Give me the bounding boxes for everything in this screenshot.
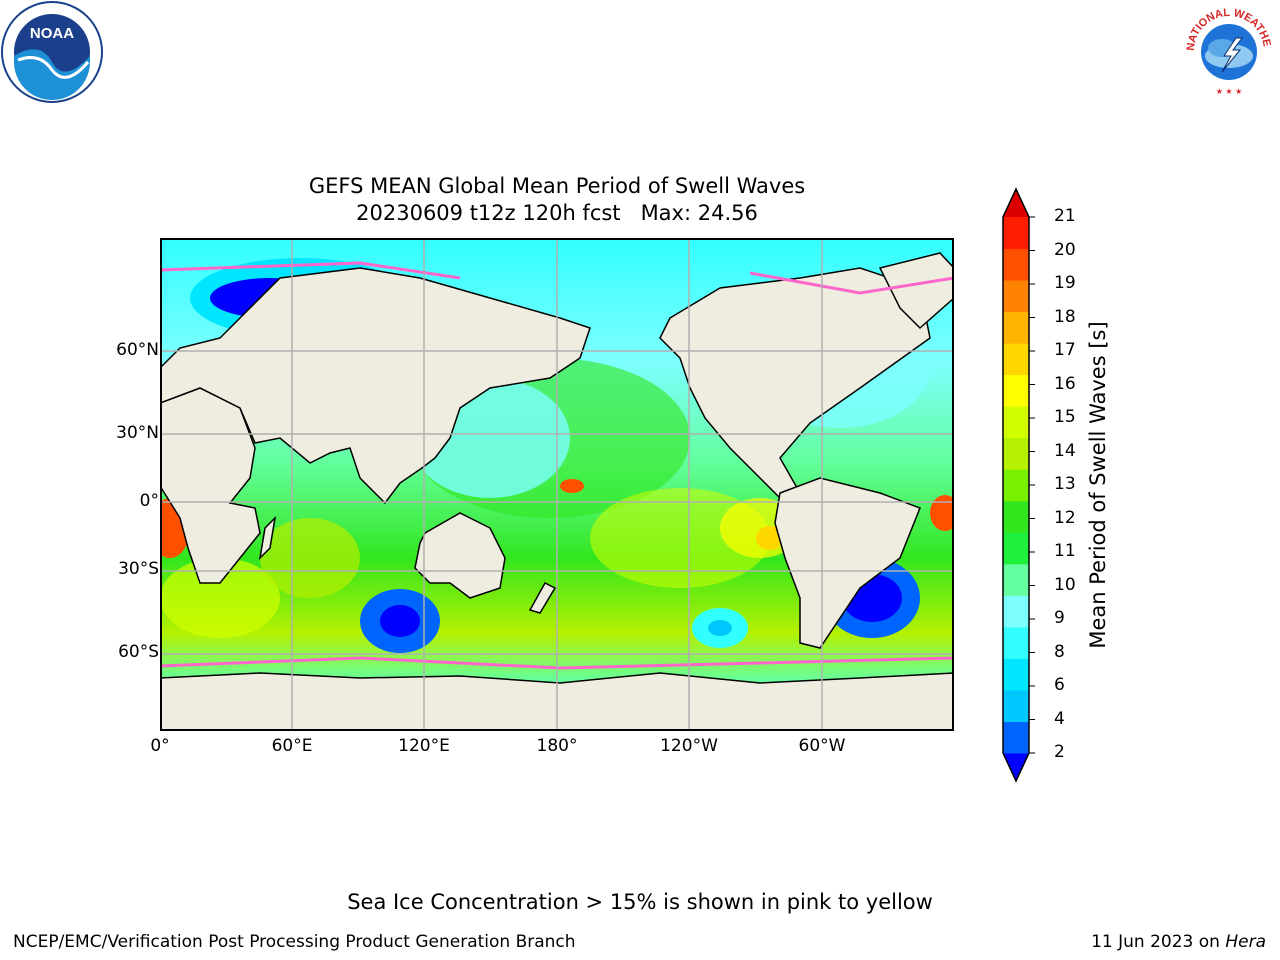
colorbar-segment xyxy=(1003,280,1029,313)
colorbar-tick-label: 17 xyxy=(1054,340,1076,360)
nws-logo: NATIONAL WEATHER SERVICE ★ ★ ★ xyxy=(1178,0,1278,100)
lon-label-0: 0° xyxy=(150,736,170,756)
colorbar-segment xyxy=(1003,500,1029,533)
gridlines xyxy=(160,238,954,731)
colorbar-segment xyxy=(1003,406,1029,439)
colorbar-segment xyxy=(1003,343,1029,376)
colorbar-segment xyxy=(1003,217,1029,250)
svg-text:NOAA: NOAA xyxy=(30,25,74,42)
colorbar-tick-label: 19 xyxy=(1054,273,1076,293)
colorbar-segment xyxy=(1003,658,1029,691)
colorbar-tick-label: 18 xyxy=(1054,306,1076,327)
lat-label-60n: 60°N xyxy=(116,340,159,360)
colorbar-segment xyxy=(1003,374,1029,407)
lat-label-0: 0° xyxy=(139,491,159,511)
map-svg xyxy=(160,238,954,731)
colorbar-segment xyxy=(1003,595,1029,628)
colorbar-tick-label: 16 xyxy=(1054,373,1076,394)
chart-title: GEFS MEAN Global Mean Period of Swell Wa… xyxy=(308,174,806,198)
colorbar-segment xyxy=(1003,311,1029,344)
lat-label-30s: 30°S xyxy=(118,559,159,579)
footer-machine: Hera xyxy=(1225,932,1266,952)
colorbar-extend-low xyxy=(1003,753,1029,781)
colorbar-segment xyxy=(1003,563,1029,596)
colorbar-tick-label: 12 xyxy=(1054,507,1076,528)
colorbar-tick-label: 15 xyxy=(1054,407,1076,427)
colorbar-segment xyxy=(1003,437,1029,470)
sea-ice-edge xyxy=(160,261,954,670)
colorbar-tick-label: 6 xyxy=(1054,675,1065,695)
footer-date: 11 Jun 2023 on Hera xyxy=(1091,932,1266,952)
lon-label-180: 180° xyxy=(536,736,578,756)
global-map xyxy=(160,238,954,731)
colorbar-segment xyxy=(1003,469,1029,502)
colorbar-tick-label: 10 xyxy=(1054,574,1076,595)
lat-label-60s: 60°S xyxy=(118,642,159,662)
noaa-logo: NOAA xyxy=(1,1,103,103)
colorbar-segment xyxy=(1003,248,1029,281)
lon-label-120w: 120°W xyxy=(660,736,718,756)
colorbar-svg xyxy=(1002,187,1035,783)
colorbar-tick-label: 20 xyxy=(1054,239,1076,260)
colorbar-extend-high xyxy=(1003,189,1029,217)
colorbar-tick-label: 9 xyxy=(1054,608,1065,628)
colorbar-tick-label: 8 xyxy=(1054,641,1065,662)
svg-text:★ ★ ★: ★ ★ ★ xyxy=(1216,87,1243,96)
colorbar-tick-label: 11 xyxy=(1054,541,1076,561)
colorbar-tick-label: 13 xyxy=(1054,474,1076,494)
lon-label-120e: 120°E xyxy=(398,736,450,756)
colorbar-segment xyxy=(1003,532,1029,565)
footer-date-text: 11 Jun 2023 on xyxy=(1091,932,1226,952)
lon-label-60w: 60°W xyxy=(798,736,846,756)
colorbar-tick-label: 21 xyxy=(1054,206,1076,226)
colorbar-tick-label: 4 xyxy=(1054,708,1065,729)
colorbar-tick-label: 2 xyxy=(1054,742,1065,762)
sea-ice-note: Sea Ice Concentration > 15% is shown in … xyxy=(347,890,933,914)
lon-label-60e: 60°E xyxy=(271,736,313,756)
colorbar-segment xyxy=(1003,689,1029,722)
lat-label-30n: 30°N xyxy=(116,423,159,443)
colorbar-title: Mean Period of Swell Waves [s] xyxy=(1086,321,1110,649)
colorbar-segment xyxy=(1003,721,1029,754)
colorbar-segment xyxy=(1003,626,1029,659)
colorbar-tick-label: 14 xyxy=(1054,440,1076,461)
map-frame xyxy=(160,238,954,731)
colorbar xyxy=(1000,185,1040,785)
land-masses xyxy=(160,252,954,731)
chart-subtitle: 20230609 t12z 120h fcst Max: 24.56 xyxy=(356,201,758,225)
footer-branch: NCEP/EMC/Verification Post Processing Pr… xyxy=(13,932,576,952)
